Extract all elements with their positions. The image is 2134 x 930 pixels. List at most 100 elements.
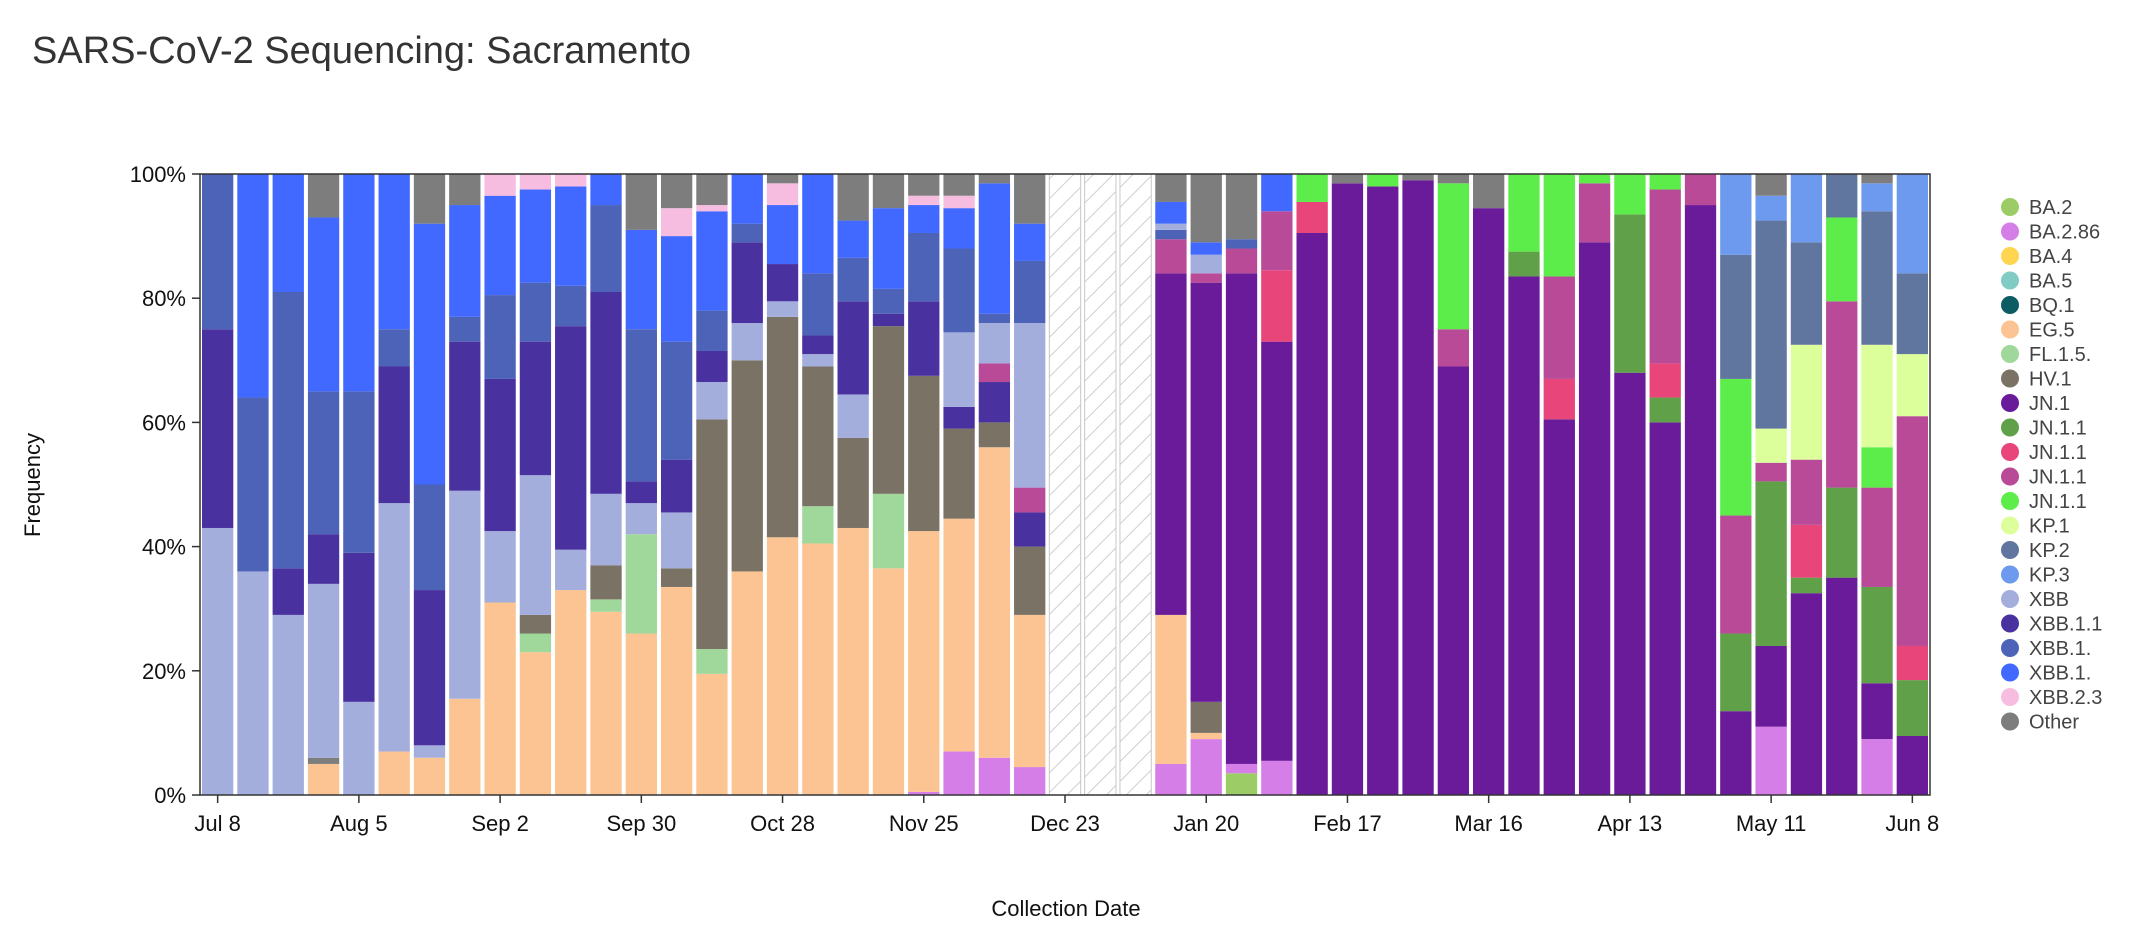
- bar-segment-week-23-xbb-1-16: [1014, 512, 1046, 547]
- bar-segment-week-15-xbb: [731, 323, 763, 361]
- legend-label: BA.4: [2029, 246, 2072, 268]
- bar-segment-week-19-other: [872, 174, 905, 209]
- bar-segment-week-37-jn-1: [1508, 276, 1540, 796]
- bar-segment-week-48-jn-1: [1896, 736, 1928, 795]
- bar-segment-week-16-xbb-2-3: [766, 183, 799, 206]
- bar-segment-week-14-other: [696, 174, 728, 206]
- bar-segment-week-41-jn-1-18: [1649, 363, 1681, 398]
- bar-segment-week-9-xbb-1-16: [519, 341, 552, 476]
- legend-swatch-kp-2: [2001, 541, 2019, 559]
- bar-segment-week-37-jn-1-16: [1508, 174, 1540, 252]
- bar-segment-week-16-hv-1: [766, 316, 799, 538]
- bar-segment-week-12-fl-1-5-1: [625, 534, 657, 634]
- bar-segment-week-30-jn-1-18: [1261, 270, 1293, 342]
- bar-segment-week-19-xbb-1-16: [872, 313, 905, 327]
- bar-segment-week-17-xbb-1-5: [802, 273, 834, 336]
- legend-swatch-ba-2-86: [2001, 222, 2019, 241]
- bar-segment-week-12-xbb-1-9: [625, 229, 657, 330]
- bar-segment-week-48-kp-3: [1896, 174, 1928, 274]
- legend-label: XBB: [2029, 589, 2069, 611]
- bar-segment-week-14-eg-5: [696, 673, 728, 795]
- bar-segment-week-47-kp-2: [1861, 211, 1893, 345]
- bar-segment-week-35-jn-1-13: [1437, 329, 1470, 367]
- bar-segment-week-19-fl-1-5-1: [872, 493, 905, 569]
- bar-segment-week-39-jn-1: [1578, 242, 1611, 795]
- bar-segment-week-12-xbb-1-5: [625, 329, 657, 482]
- y-tick-label: 20%: [142, 659, 186, 684]
- bar-segment-week-23-hv-1: [1014, 546, 1046, 615]
- bar-segment-week-20-eg-5: [908, 531, 940, 792]
- bar-segment-week-27-xbb-1-9: [1155, 201, 1187, 224]
- bar-segment-week-5-xbb: [378, 503, 410, 752]
- bar-segment-week-3-other: [307, 757, 340, 764]
- legend-swatch-kp-1: [2001, 516, 2019, 535]
- bar-segment-week-14-fl-1-5-1: [696, 649, 728, 674]
- bar-segment-week-23-other: [1014, 174, 1046, 224]
- bar-segment-week-18-hv-1: [837, 437, 869, 528]
- legend-swatch-xbb: [2001, 590, 2019, 608]
- bar-segment-week-47-other: [1861, 174, 1893, 184]
- bar-segment-week-2-xbb: [272, 614, 304, 795]
- legend-swatch-ba-4: [2001, 247, 2019, 265]
- bar-segment-week-0-xbb-1-16: [202, 329, 234, 528]
- chart-title: SARS-CoV-2 Sequencing: Sacramento: [32, 30, 692, 72]
- bar-segment-week-29-jn-1: [1225, 273, 1258, 764]
- legend-swatch-ba-5: [2001, 271, 2019, 290]
- axes-layer: 0% 20% 40% 60% 80% 100% Jul 8 Aug 5 Sep 2 Sep 30 O…: [130, 162, 1940, 836]
- y-tick-label: 40%: [142, 535, 186, 560]
- bar-segment-week-17-xbb: [802, 354, 834, 367]
- legend-swatch-bq-1: [2001, 296, 2019, 314]
- bar-segment-week-8-xbb-1-16: [484, 378, 516, 532]
- bar-segment-week-16-xbb: [766, 301, 799, 317]
- bar-segment-week-27-jn-1-13: [1155, 239, 1187, 274]
- bar-segment-week-44-other: [1755, 174, 1787, 196]
- bar-segment-week-23-xbb-1-5: [1014, 260, 1046, 324]
- bar-segment-week-34-jn-1: [1402, 180, 1434, 795]
- bar-segment-week-11-xbb-1-5: [590, 205, 622, 292]
- bar-segment-week-17-xbb-1-9: [802, 174, 834, 274]
- no-data-bar-week-25: [1084, 173, 1117, 796]
- legend-swatch-jn-1: [2001, 394, 2019, 412]
- bar-segment-week-14-hv-1: [696, 419, 728, 650]
- bar-segment-week-28-xbb: [1190, 254, 1222, 274]
- legend-label: XBB.1.1: [2029, 614, 2102, 636]
- bar-segment-week-7-other: [449, 174, 481, 206]
- bar-segment-week-29-other: [1225, 174, 1258, 240]
- x-tick-label: Mar 16: [1454, 811, 1522, 836]
- bar-segment-week-6-xbb-1-9: [413, 223, 446, 485]
- bar-segment-week-10-xbb: [555, 549, 587, 591]
- bar-segment-week-5-xbb-1-16: [378, 366, 410, 504]
- bar-segment-week-8-xbb-1-5: [484, 295, 516, 379]
- legend-swatch-jn-1-18: [2001, 443, 2019, 461]
- bar-segment-week-4-xbb-1-16: [343, 552, 375, 702]
- bar-segment-week-29-ba-2-86: [1225, 763, 1258, 774]
- bar-segment-week-41-jn-1-13: [1649, 189, 1681, 364]
- bar-segment-week-9-xbb-2-3: [519, 174, 552, 190]
- bar-segment-week-35-jn-1-16: [1437, 183, 1470, 330]
- bar-segment-week-20-xbb-2-3: [908, 195, 940, 206]
- bar-segment-week-46-kp-2: [1826, 174, 1858, 218]
- legend-label: JN.1: [2029, 393, 2070, 415]
- legend-label: KP.3: [2029, 565, 2070, 587]
- bar-segment-week-10-xbb-1-5: [555, 285, 587, 327]
- bar-segment-week-47-kp-1: [1861, 344, 1893, 448]
- bar-segment-week-1-xbb: [237, 571, 269, 795]
- bar-segment-week-11-xbb-1-9: [590, 174, 622, 206]
- bar-segment-week-18-xbb-1-16: [837, 301, 869, 395]
- bar-segment-week-32-jn-1: [1331, 183, 1364, 795]
- bar-segment-week-15-xbb-1-5: [731, 223, 763, 243]
- bar-segment-week-42-jn-1: [1684, 205, 1717, 796]
- bar-segment-week-41-jn-1-11: [1649, 397, 1681, 423]
- bar-segment-week-44-jn-1: [1755, 645, 1787, 727]
- bar-segment-week-21-hv-1: [943, 428, 975, 519]
- bar-segment-week-43-jn-1-13: [1720, 515, 1752, 634]
- bar-segment-week-45-jn-1: [1790, 593, 1823, 795]
- legend-swatch-other: [2001, 712, 2019, 731]
- x-tick-label: Apr 13: [1597, 811, 1662, 836]
- bar-segment-week-21-other: [943, 174, 975, 196]
- bar-segment-week-22-xbb-1-16: [978, 382, 1011, 423]
- bar-segment-week-44-jn-1-11: [1755, 481, 1787, 646]
- bar-segment-week-45-jn-1-11: [1790, 577, 1823, 594]
- bar-segment-week-30-xbb-1-9: [1261, 174, 1293, 212]
